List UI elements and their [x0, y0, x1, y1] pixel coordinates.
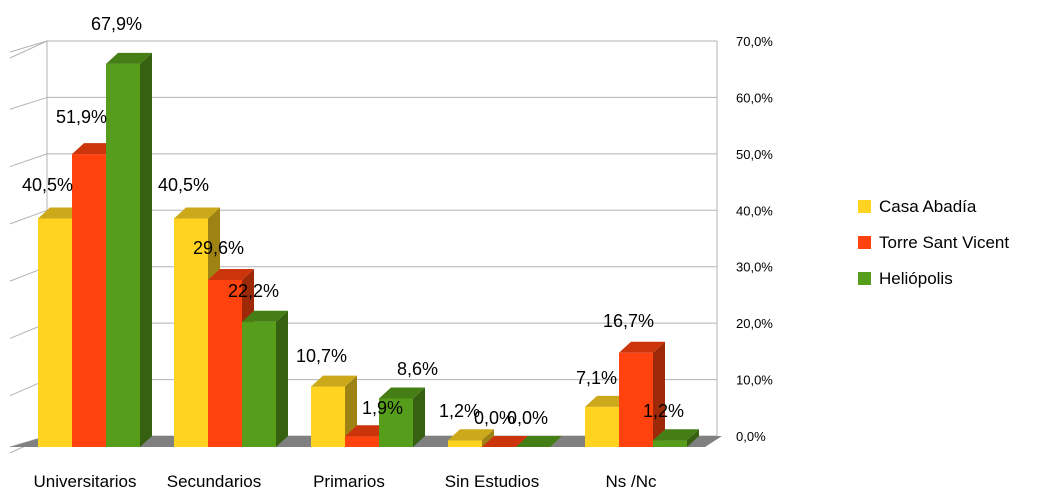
bar	[72, 154, 106, 447]
bar	[619, 352, 653, 447]
bar-side	[276, 310, 288, 447]
data-label: 16,7%	[603, 311, 654, 331]
legend: Casa Abadía Torre Sant Vicent Heliópolis	[858, 197, 1009, 288]
data-label: 7,1%	[576, 368, 617, 388]
bar	[208, 279, 242, 447]
data-label: 1,9%	[362, 398, 403, 418]
data-label: 1,2%	[439, 401, 480, 421]
x-tick-label: Universitarios	[34, 472, 137, 491]
bar-side	[482, 429, 494, 447]
bar-side	[687, 429, 699, 447]
data-label: 0,0%	[474, 408, 515, 428]
bar-side	[653, 341, 665, 447]
bar	[345, 436, 379, 447]
gridline-side	[9, 209, 48, 225]
y-tick-label: 50,0%	[736, 147, 773, 162]
bar-top	[208, 268, 254, 280]
bar	[38, 218, 72, 447]
legend-entry: Torre Sant Vicent	[879, 233, 1009, 252]
bar-top	[242, 310, 288, 322]
bar	[379, 398, 413, 447]
legend-swatch	[858, 236, 871, 249]
legend-entry: Heliópolis	[879, 269, 953, 288]
bar-side	[413, 387, 425, 447]
gridline-side	[9, 40, 48, 53]
data-labels: 40,5% 51,9% 67,9% 40,5% 29,6% 22,2% 10,7% 1,9% 8…	[22, 14, 684, 428]
bar-top	[619, 341, 665, 353]
data-label: 1,2%	[643, 401, 684, 421]
data-label: 8,6%	[397, 359, 438, 379]
x-tick-label: Secundarios	[167, 472, 262, 491]
data-label: 51,9%	[56, 107, 107, 127]
x-axis-categories: Universitarios Secundarios Primarios Sin Es…	[34, 472, 657, 491]
bar-top	[311, 375, 357, 387]
bar	[311, 386, 345, 447]
bar-top	[379, 387, 425, 399]
bar-top	[516, 436, 562, 447]
bar-top	[174, 207, 220, 219]
x-tick-label: Primarios	[313, 472, 385, 491]
legend-swatch	[858, 200, 871, 213]
gridlines	[9, 40, 718, 454]
y-tick-label: 0,0%	[736, 429, 766, 444]
bar	[653, 440, 687, 447]
bar-top	[106, 52, 152, 64]
y-tick-label: 60,0%	[736, 90, 773, 105]
data-label: 29,6%	[193, 238, 244, 258]
data-label: 10,7%	[296, 346, 347, 366]
bars	[38, 52, 699, 447]
bar-top	[448, 429, 494, 441]
legend-swatch	[858, 272, 871, 285]
data-label: 0,0%	[507, 408, 548, 428]
gridline-side	[9, 153, 48, 168]
y-axis-ticks: 0,0% 10,0% 20,0% 30,0% 40,0% 50,0% 60,0% 70,0%	[736, 34, 773, 444]
y-tick-label: 40,0%	[736, 203, 773, 218]
bar	[448, 440, 482, 447]
data-label: 40,5%	[22, 175, 73, 195]
bar	[242, 321, 276, 447]
data-label: 67,9%	[91, 14, 142, 34]
x-tick-label: Sin Estudios	[445, 472, 540, 491]
bar-top	[482, 436, 528, 447]
y-tick-label: 30,0%	[736, 260, 773, 275]
bar-top	[653, 429, 699, 441]
bar-side	[140, 52, 152, 447]
y-tick-label: 10,0%	[736, 373, 773, 388]
bar	[585, 406, 619, 447]
y-tick-label: 20,0%	[736, 316, 773, 331]
legend-entry: Casa Abadía	[879, 197, 977, 216]
x-tick-label: Ns /Nc	[606, 472, 658, 491]
bar	[174, 218, 208, 447]
y-tick-label: 70,0%	[736, 34, 773, 49]
gridline-side	[9, 96, 48, 110]
bar	[106, 63, 140, 447]
data-label: 22,2%	[228, 281, 279, 301]
data-label: 40,5%	[158, 175, 209, 195]
